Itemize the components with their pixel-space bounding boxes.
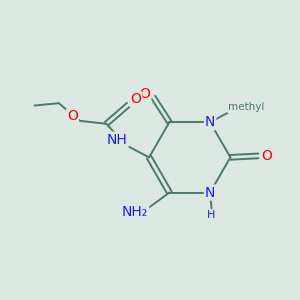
Text: NH₂: NH₂ bbox=[122, 205, 148, 219]
Text: O: O bbox=[140, 87, 150, 101]
Text: NH: NH bbox=[107, 133, 128, 147]
Text: N: N bbox=[205, 115, 215, 129]
Text: H: H bbox=[207, 210, 216, 220]
Text: O: O bbox=[261, 149, 272, 163]
Text: O: O bbox=[130, 92, 141, 106]
Text: methyl: methyl bbox=[228, 102, 265, 112]
Text: N: N bbox=[205, 186, 215, 200]
Text: O: O bbox=[67, 110, 78, 123]
